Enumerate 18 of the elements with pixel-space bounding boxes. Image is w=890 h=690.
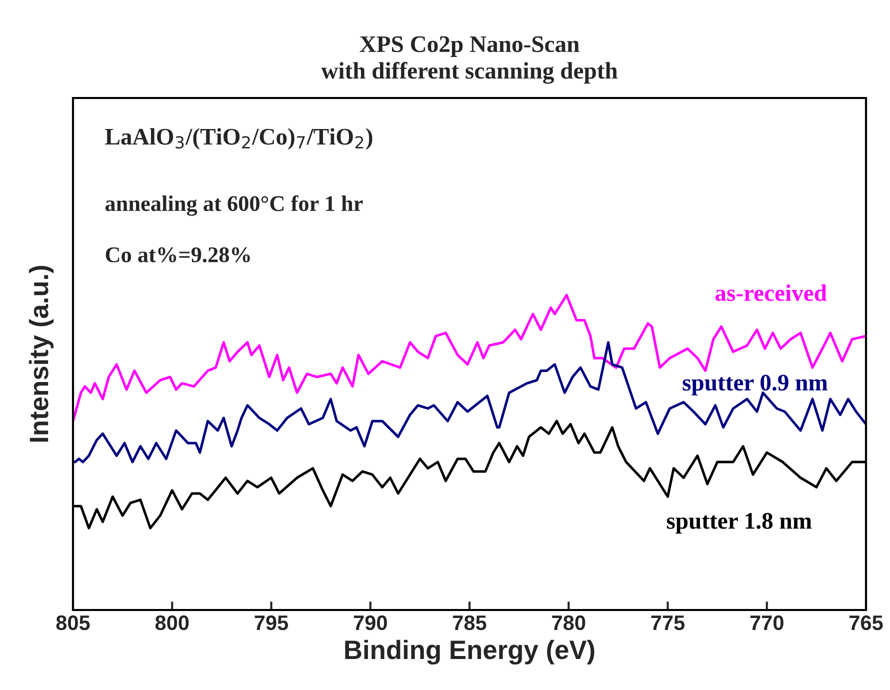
y-axis-title: Intensity (a.u.) — [28, 266, 54, 442]
x-tick-label: 800 — [155, 615, 189, 630]
x-tick-label: 785 — [453, 615, 486, 630]
text: annealing at 600°C for 1 hr — [105, 195, 363, 216]
series-label: as-received — [715, 284, 827, 302]
x-tick-label: 805 — [56, 615, 90, 630]
x-tick-label: 795 — [254, 615, 288, 630]
text: LaAlO$_{3}$/(TiO$_{2}$/Co)$_{7}$/TiO$_{2}$) — [105, 128, 372, 150]
series-label: sputter 1.8 nm — [666, 512, 812, 534]
chart-title: XPS Co2p Nano-Scan with different scanning depth — [321, 36, 618, 84]
x-tick-label: 775 — [651, 616, 685, 630]
x-tick-label: 765 — [850, 615, 883, 630]
x-tick-label: 770 — [750, 615, 784, 630]
series-label: sputter 0.9 nm — [682, 374, 828, 396]
x-tick-label: 790 — [354, 615, 387, 630]
text: Co at%=9.28% — [106, 247, 250, 262]
x-axis-title: Binding Energy (eV) — [345, 640, 594, 665]
x-tick-label: 780 — [552, 615, 586, 630]
